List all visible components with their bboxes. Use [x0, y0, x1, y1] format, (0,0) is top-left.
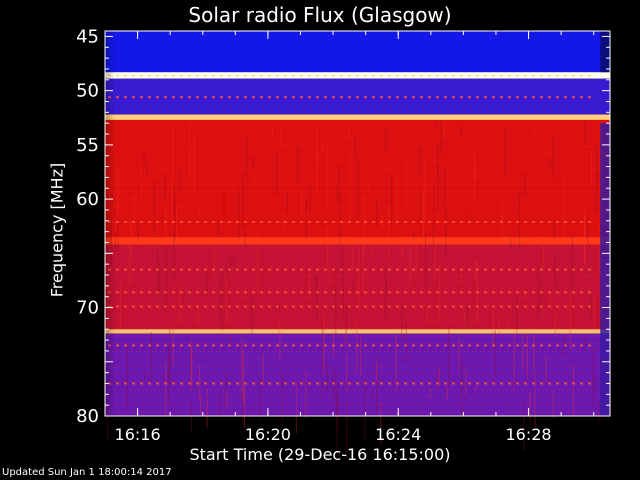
streak [346, 399, 348, 460]
plot-frame [104, 30, 611, 417]
x-tick-label: 16:24 [375, 425, 421, 444]
y-tick-label: 60 [76, 189, 99, 210]
streak [336, 395, 338, 454]
update-timestamp: Updated Sun Jan 1 18:00:14 2017 [2, 467, 172, 478]
edge-fade [105, 31, 610, 416]
axes: 45 50 55 60 70 80 16:16 16:20 16:24 16:28 [76, 26, 611, 444]
y-tick-label: 55 [76, 135, 99, 156]
x-tick-label: 16:20 [245, 425, 291, 444]
streak [106, 399, 108, 442]
streak [191, 401, 192, 433]
y-tick-label: 50 [76, 81, 99, 102]
y-axis-label: Frequency [MHz] [47, 162, 67, 298]
y-tick-label: 70 [76, 298, 99, 319]
y-tick-label: 45 [76, 26, 99, 47]
x-axis-label: Start Time (29-Dec-16 16:15:00) [189, 445, 451, 464]
x-tick-label: 16:16 [115, 425, 161, 444]
streak [523, 400, 525, 452]
streak [380, 402, 382, 446]
x-tick-label: 16:28 [505, 425, 551, 444]
chart-title: Solar radio Flux (Glasgow) [188, 3, 452, 27]
y-tick-label: 80 [76, 406, 99, 427]
